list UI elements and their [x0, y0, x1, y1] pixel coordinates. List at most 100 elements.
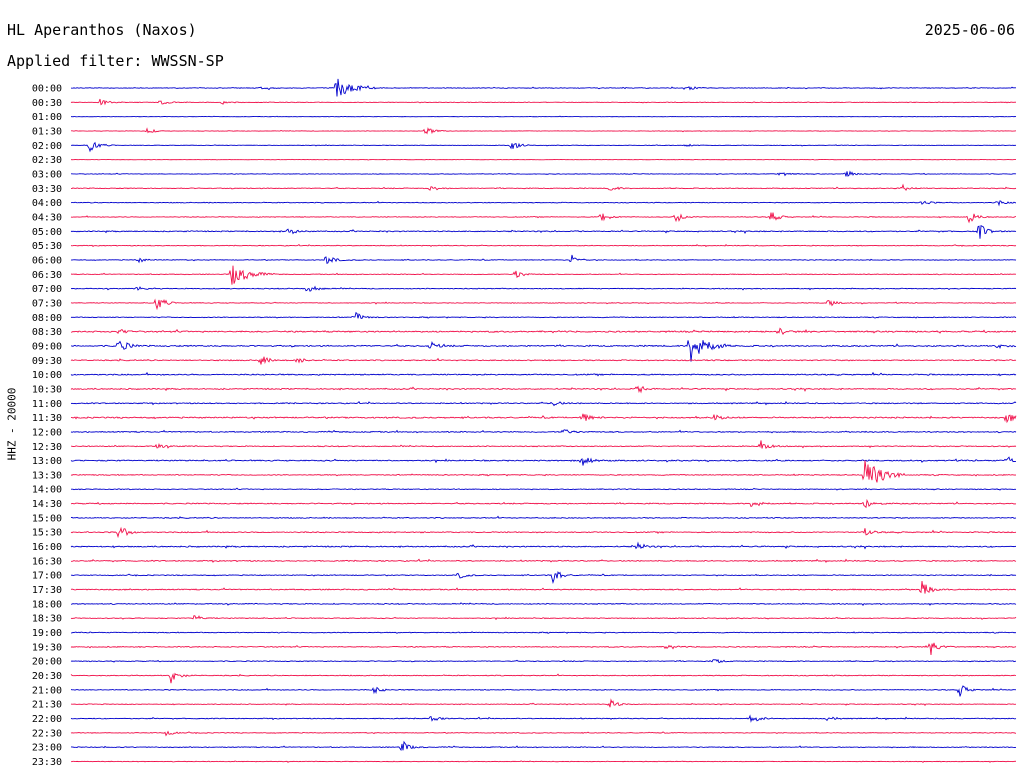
row-time-label: 17:00 [32, 571, 62, 582]
row-time-label: 22:30 [32, 728, 62, 739]
trace-line [70, 730, 1017, 737]
trace-line [70, 440, 1017, 449]
row-time-label: 09:30 [32, 356, 62, 367]
trace-line [70, 254, 1017, 264]
row-time-label: 19:30 [32, 642, 62, 653]
row-time-label: 18:00 [32, 599, 62, 610]
row-time-label: 17:30 [32, 585, 62, 596]
row-time-label: 06:30 [32, 270, 62, 281]
station-title: HL Aperanthos (Naxos) [7, 21, 197, 39]
trace-line [70, 243, 1017, 248]
row-time-label: 14:30 [32, 499, 62, 510]
row-time-label: 04:00 [32, 198, 62, 209]
row-time-label: 16:00 [32, 542, 62, 553]
trace-line [70, 541, 1017, 550]
trace-line [70, 400, 1017, 407]
trace-line [70, 212, 1017, 224]
trace-line [70, 740, 1017, 752]
row-time-label: 02:30 [32, 155, 62, 166]
row-time-label: 07:30 [32, 298, 62, 309]
row-time-label: 03:00 [32, 169, 62, 180]
trace-line [70, 658, 1017, 664]
trace-line [70, 570, 1017, 584]
row-time-label: 12:00 [32, 427, 62, 438]
trace-line [70, 158, 1017, 161]
trace-line [70, 558, 1017, 563]
row-time-label: 20:00 [32, 657, 62, 668]
trace-line [70, 371, 1017, 377]
trace-line [70, 170, 1017, 177]
row-time-label: 06:00 [32, 255, 62, 266]
row-time-label: 13:30 [32, 470, 62, 481]
row-time-label: 18:30 [32, 614, 62, 625]
trace-line [70, 498, 1017, 509]
row-time-label: 05:00 [32, 227, 62, 238]
row-time-label: 11:30 [32, 413, 62, 424]
row-time-label: 23:30 [32, 757, 62, 768]
row-time-label: 04:30 [32, 212, 62, 223]
trace-line [70, 127, 1017, 135]
row-time-label: 00:30 [32, 98, 62, 109]
row-time-label: 11:00 [32, 399, 62, 410]
trace-line [70, 385, 1017, 394]
row-time-label: 02:00 [32, 141, 62, 152]
trace-line [70, 685, 1017, 697]
trace-line [70, 487, 1017, 491]
row-time-label: 12:30 [32, 442, 62, 453]
trace-line [70, 526, 1017, 539]
trace-line [70, 225, 1017, 239]
row-time-label: 23:00 [32, 743, 62, 754]
row-time-label: 10:00 [32, 370, 62, 381]
trace-line [70, 311, 1017, 319]
trace-line [70, 460, 1017, 483]
trace-line [70, 285, 1017, 292]
trace-line [70, 429, 1017, 434]
trace-line [70, 183, 1017, 192]
trace-line [70, 602, 1017, 606]
trace-line [70, 581, 1017, 594]
row-time-label: 08:00 [32, 313, 62, 324]
trace-line [70, 78, 1017, 97]
row-time-label: 13:00 [32, 456, 62, 467]
row-time-label: 21:30 [32, 700, 62, 711]
trace-line [70, 456, 1017, 466]
trace-line [70, 327, 1017, 336]
trace-line [70, 714, 1017, 723]
trace-line [70, 298, 1017, 311]
row-time-label: 22:00 [32, 714, 62, 725]
row-time-label: 10:30 [32, 384, 62, 395]
row-time-label: 01:00 [32, 112, 62, 123]
row-time-label: 08:30 [32, 327, 62, 338]
trace-line [70, 340, 1017, 362]
row-time-label: 01:30 [32, 126, 62, 137]
trace-line [70, 760, 1017, 763]
row-time-label: 21:00 [32, 685, 62, 696]
row-time-label: 20:30 [32, 671, 62, 682]
trace-line [70, 615, 1017, 621]
trace-line [70, 413, 1017, 424]
row-time-label: 15:00 [32, 513, 62, 524]
trace-line [70, 115, 1017, 118]
row-time-label: 03:30 [32, 184, 62, 195]
row-time-label: 19:00 [32, 628, 62, 639]
trace-line [70, 672, 1017, 684]
trace-line [70, 265, 1017, 285]
row-time-label: 00:00 [32, 84, 62, 95]
date-label: 2025-06-06 [924, 21, 1015, 39]
trace-line [70, 515, 1017, 520]
trace-line [70, 698, 1017, 708]
trace-line [70, 642, 1017, 656]
trace-line [70, 98, 1017, 106]
row-time-label: 09:00 [32, 341, 62, 352]
trace-line [71, 141, 1017, 153]
row-time-label: 05:30 [32, 241, 62, 252]
trace-line [70, 631, 1017, 634]
trace-line [70, 356, 1017, 365]
filter-label: Applied filter: WWSSN-SP [7, 52, 224, 70]
row-time-label: 16:30 [32, 556, 62, 567]
row-time-label: 15:30 [32, 528, 62, 539]
row-time-label: 14:00 [32, 485, 62, 496]
row-time-label: 07:00 [32, 284, 62, 295]
trace-line [70, 200, 1017, 207]
